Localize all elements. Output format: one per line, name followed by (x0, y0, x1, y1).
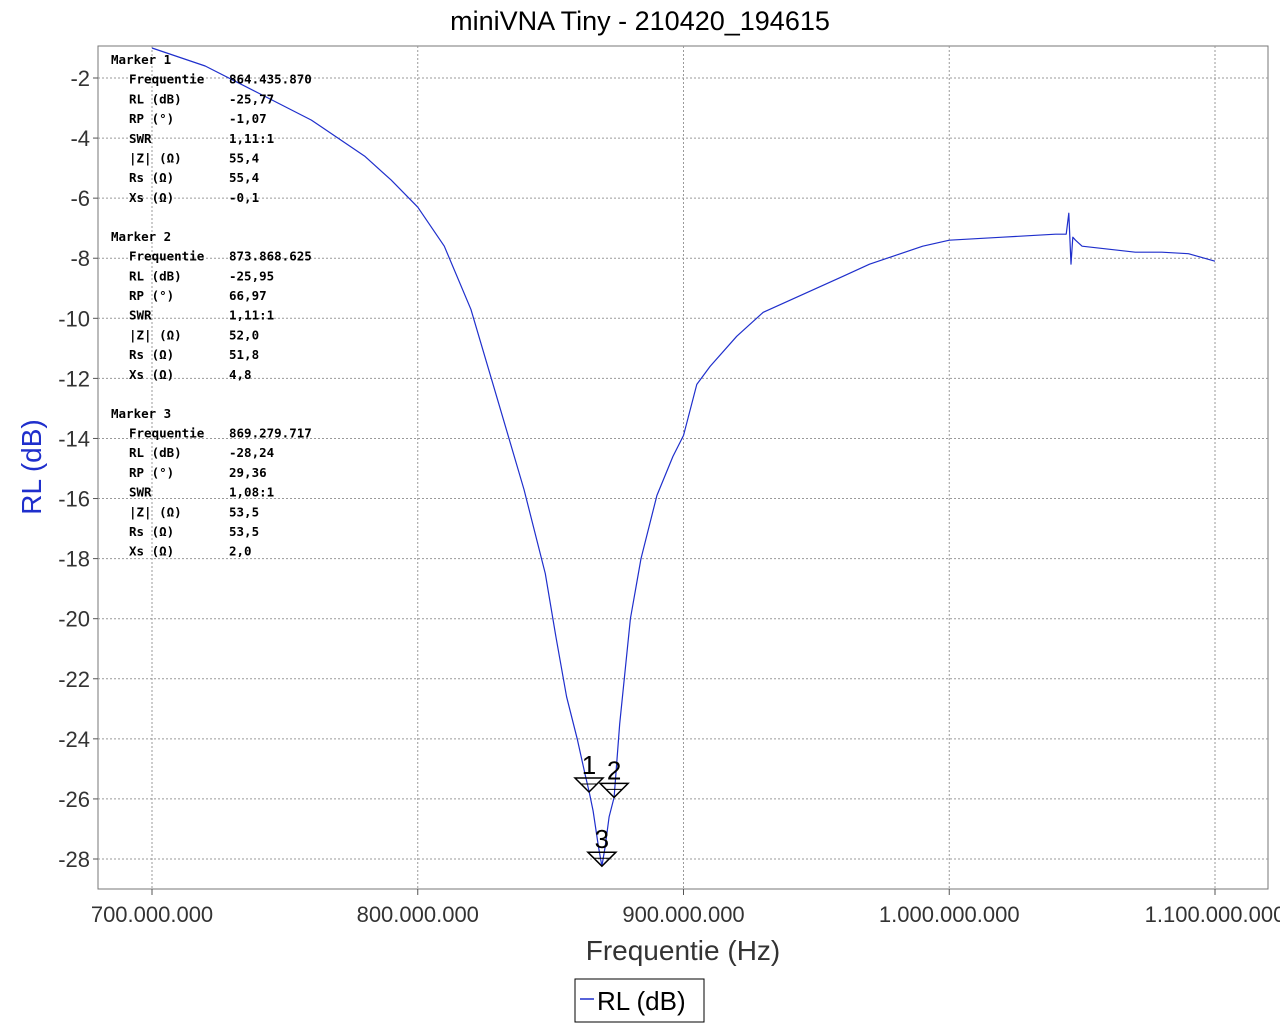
y-tick-label: -2 (70, 66, 90, 91)
marker-info-row-label: RL (dB) (129, 268, 182, 283)
marker-info-row-label: Rs (Ω) (129, 170, 174, 185)
marker-info-row-value: 29,36 (229, 465, 267, 480)
y-tick-label: -6 (70, 186, 90, 211)
y-tick-label: -8 (70, 246, 90, 271)
marker-3-label: 3 (595, 824, 609, 854)
legend[interactable]: RL (dB) (574, 978, 705, 1023)
marker-info-header: Marker 2 (111, 229, 171, 244)
marker-info-row-label: Xs (Ω) (129, 190, 174, 205)
marker-info-row-value: 53,5 (229, 504, 259, 519)
marker-info-row-value: 2,0 (229, 544, 252, 559)
marker-info-row-value: 4,8 (229, 367, 252, 382)
marker-info-row-value: 66,97 (229, 288, 267, 303)
y-axis-ticks: -2 -4 -6 -8 -10 -12 -14 -16 -18 -20 -22 -24 -26 -28 (58, 66, 98, 872)
legend-label: RL (dB) (597, 986, 686, 1016)
series-line-rl (151, 47, 1216, 867)
marker-info-row-label: Rs (Ω) (129, 524, 174, 539)
grid (98, 46, 1268, 889)
x-tick-label: 1.100.000.000 (1145, 902, 1280, 927)
marker-info-row-label: Xs (Ω) (129, 544, 174, 559)
marker-info-row-value: -1,07 (229, 111, 267, 126)
chart-title: miniVNA Tiny - 210420_194615 (450, 6, 830, 36)
marker-info-row-value: 55,4 (229, 151, 259, 166)
marker-info-row-label: |Z| (Ω) (129, 151, 182, 166)
y-axis-label: RL (dB) (16, 419, 47, 514)
marker-info-row-value: 1,08:1 (229, 485, 274, 500)
series-layer (151, 47, 1216, 867)
marker-info-panel: Marker 1 Frequentie 864.435.870 RL (dB) -25,… (111, 52, 312, 559)
marker-info-row-label: SWR (129, 308, 152, 323)
y-tick-label: -24 (58, 727, 90, 752)
y-tick-label: -22 (58, 667, 90, 692)
marker-info-header: Marker 1 (111, 52, 171, 67)
marker-info-row-value: -25,77 (229, 91, 274, 106)
marker-2-triangle[interactable] (598, 782, 630, 799)
y-tick-label: -26 (58, 787, 90, 812)
marker-info-row-value: -0,1 (229, 190, 259, 205)
y-tick-label: -4 (70, 126, 90, 151)
marker-info-row-value: 1,11:1 (229, 131, 274, 146)
legend-box (574, 978, 705, 1023)
marker-info-row-label: Frequentie (129, 426, 205, 441)
marker-1-label: 1 (582, 750, 596, 780)
y-tick-label: -16 (58, 487, 90, 512)
marker-3-triangle[interactable] (586, 851, 618, 868)
marker-info-row-value: 873.868.625 (229, 249, 312, 264)
marker-info-row-value: 1,11:1 (229, 308, 274, 323)
marker-info-row-label: Xs (Ω) (129, 367, 174, 382)
marker-info-row-value: 53,5 (229, 524, 259, 539)
marker-info-header: Marker 3 (111, 406, 171, 421)
marker-info-row-label: Frequentie (129, 72, 205, 87)
marker-info-row-label: Rs (Ω) (129, 347, 174, 362)
x-axis-ticks: 700.000.000 800.000.000 900.000.000 1.000.0… (91, 889, 1280, 927)
marker-info-row-value: -25,95 (229, 268, 274, 283)
x-tick-label: 900.000.000 (622, 902, 744, 927)
marker-info-row-value: 869.279.717 (229, 426, 312, 441)
x-tick-label: 700.000.000 (91, 902, 213, 927)
y-tick-label: -10 (58, 306, 90, 331)
marker-info-row-label: Frequentie (129, 249, 205, 264)
marker-2-label: 2 (607, 755, 621, 785)
y-tick-label: -18 (58, 547, 90, 572)
marker-info-row-value: 52,0 (229, 327, 259, 342)
y-tick-label: -20 (58, 607, 90, 632)
marker-info-row-label: RP (°) (129, 288, 174, 303)
y-tick-label: -12 (58, 366, 90, 391)
x-tick-label: 800.000.000 (357, 902, 479, 927)
marker-info-row-label: SWR (129, 131, 152, 146)
marker-info-row-value: 864.435.870 (229, 72, 312, 87)
x-axis-label: Frequentie (Hz) (586, 935, 781, 966)
y-tick-label: -28 (58, 847, 90, 872)
marker-info-row-label: |Z| (Ω) (129, 504, 182, 519)
marker-info-row-value: -28,24 (229, 445, 274, 460)
marker-info-row-label: RL (dB) (129, 91, 182, 106)
marker-info-row-label: |Z| (Ω) (129, 327, 182, 342)
marker-info-row-label: SWR (129, 485, 152, 500)
marker-info-row-label: RP (°) (129, 111, 174, 126)
marker-info-row-label: RP (°) (129, 465, 174, 480)
marker-layer: 1 2 3 (573, 750, 630, 868)
marker-info-row-label: RL (dB) (129, 445, 182, 460)
marker-1-triangle[interactable] (573, 777, 605, 794)
y-tick-label: -14 (58, 426, 90, 451)
marker-info-row-value: 55,4 (229, 170, 259, 185)
x-tick-label: 1.000.000.000 (879, 902, 1020, 927)
marker-info-row-value: 51,8 (229, 347, 259, 362)
